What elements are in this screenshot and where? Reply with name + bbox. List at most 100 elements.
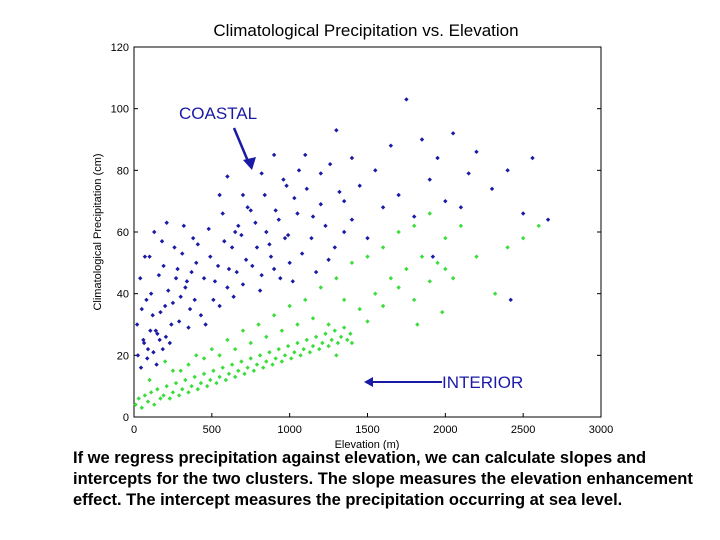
- data-point-coastal: [194, 260, 199, 266]
- data-point-coastal: [313, 269, 319, 275]
- data-point-coastal: [195, 242, 201, 247]
- data-point-coastal: [267, 242, 272, 247]
- data-point-interior: [323, 331, 328, 336]
- data-point-coastal: [419, 137, 425, 142]
- data-point-coastal: [162, 303, 168, 309]
- data-point-interior: [170, 390, 176, 395]
- data-point-interior: [223, 377, 229, 383]
- data-point-interior: [257, 353, 263, 358]
- data-point-interior: [492, 291, 498, 296]
- data-point-interior: [282, 353, 288, 358]
- data-point-interior: [279, 359, 285, 364]
- data-point-coastal: [285, 232, 291, 238]
- data-point-coastal: [138, 276, 143, 281]
- data-point-coastal: [332, 245, 338, 250]
- data-point-interior: [427, 211, 432, 216]
- data-point-coastal: [192, 297, 197, 303]
- data-point-coastal: [141, 340, 147, 346]
- data-point-coastal: [310, 214, 316, 219]
- data-point-coastal: [466, 171, 471, 176]
- data-point-interior: [170, 368, 176, 373]
- data-point-interior: [435, 260, 440, 266]
- data-point-interior: [279, 328, 285, 333]
- data-point-interior: [287, 303, 292, 309]
- data-point-coastal: [427, 177, 432, 182]
- data-point-coastal: [326, 257, 331, 262]
- data-point-interior: [380, 245, 386, 250]
- data-point-interior: [313, 334, 319, 340]
- data-point-interior: [341, 325, 347, 330]
- data-point-interior: [443, 235, 448, 241]
- data-point-coastal: [268, 254, 274, 259]
- data-point-interior: [295, 340, 300, 346]
- data-point-interior: [229, 362, 235, 367]
- data-point-interior: [303, 297, 308, 303]
- data-point-interior: [318, 285, 323, 290]
- data-point-coastal: [303, 152, 308, 158]
- data-point-coastal: [159, 239, 165, 244]
- data-point-coastal: [282, 235, 288, 241]
- data-point-coastal: [545, 217, 551, 222]
- data-point-interior: [164, 383, 169, 389]
- data-point-interior: [388, 276, 394, 281]
- data-point-coastal: [172, 245, 177, 250]
- data-point-coastal: [257, 288, 263, 293]
- data-point-coastal: [141, 337, 146, 343]
- data-point-coastal: [327, 161, 333, 167]
- data-point-coastal: [264, 229, 269, 235]
- data-point-interior: [204, 383, 210, 389]
- data-point-coastal: [304, 186, 309, 192]
- data-point-interior: [373, 291, 378, 296]
- data-point-interior: [248, 356, 253, 361]
- data-point-interior: [334, 353, 339, 358]
- data-point-coastal: [287, 260, 292, 266]
- annotation-coastal: COASTAL: [179, 104, 257, 123]
- data-point-coastal: [157, 337, 162, 343]
- data-point-interior: [217, 374, 222, 380]
- data-point-coastal: [318, 202, 323, 207]
- x-tick-label: 3000: [589, 424, 613, 436]
- data-point-interior: [201, 371, 207, 377]
- data-point-coastal: [323, 223, 328, 229]
- data-point-interior: [458, 223, 464, 229]
- data-point-interior: [226, 371, 232, 377]
- x-tick-label: 1500: [355, 424, 379, 436]
- data-point-interior: [349, 260, 355, 266]
- data-point-coastal: [396, 192, 401, 198]
- data-point-interior: [298, 353, 303, 358]
- data-point-coastal: [284, 183, 289, 188]
- data-point-coastal: [489, 186, 495, 192]
- series-interior: [133, 211, 541, 410]
- data-point-interior: [320, 340, 325, 346]
- data-point-coastal: [154, 362, 159, 367]
- data-point-interior: [440, 309, 445, 315]
- data-point-coastal: [520, 211, 526, 216]
- y-tick-label: 0: [123, 412, 129, 424]
- data-point-coastal: [148, 291, 154, 296]
- data-point-coastal: [151, 350, 156, 355]
- x-tick-label: 2000: [433, 424, 457, 436]
- y-tick-label: 20: [117, 350, 129, 362]
- y-axis-label: Climatological Precipitation (cm): [92, 153, 104, 310]
- data-point-coastal: [161, 263, 166, 269]
- data-point-interior: [443, 266, 448, 272]
- data-point-coastal: [147, 254, 152, 259]
- data-point-coastal: [217, 303, 222, 309]
- data-point-coastal: [155, 331, 160, 336]
- data-point-coastal: [295, 211, 300, 216]
- data-point-coastal: [443, 198, 448, 204]
- caption-text: If we regress precipitation against elev…: [73, 449, 693, 509]
- data-point-coastal: [388, 143, 394, 148]
- data-point-coastal: [164, 220, 169, 225]
- data-point-coastal: [166, 288, 171, 293]
- data-point-interior: [248, 340, 253, 346]
- data-point-interior: [357, 306, 362, 312]
- data-point-coastal: [138, 365, 144, 370]
- y-axis: 0 20 40 60 80 100 120: [111, 42, 601, 424]
- data-point-coastal: [145, 356, 150, 361]
- data-point-coastal: [183, 285, 188, 290]
- data-point-coastal: [508, 297, 513, 303]
- data-point-interior: [292, 350, 297, 355]
- data-point-coastal: [211, 297, 216, 303]
- data-point-interior: [261, 365, 266, 370]
